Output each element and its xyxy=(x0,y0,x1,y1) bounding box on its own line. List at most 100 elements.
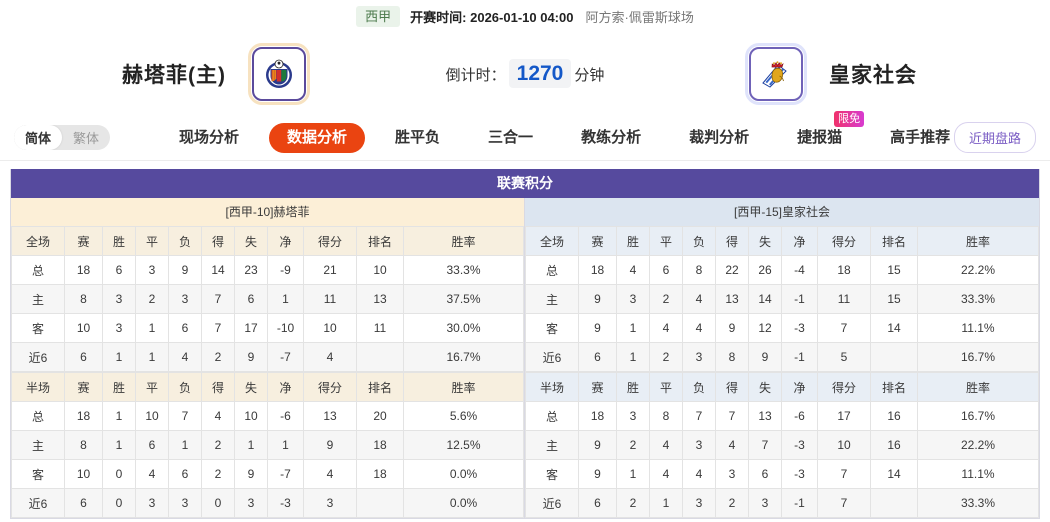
cell-goal-diff: -10 xyxy=(267,313,304,343)
cell-rank: 11 xyxy=(356,313,404,343)
cell-draw: 3 xyxy=(135,255,169,285)
cell-lost: 6 xyxy=(168,459,202,489)
cell-won: 2 xyxy=(616,430,650,460)
cell-goals-for: 2 xyxy=(201,342,235,372)
cell-win-rate: 22.2% xyxy=(917,255,1039,285)
cell-goals-for: 2 xyxy=(201,430,235,460)
cell-lost: 1 xyxy=(168,430,202,460)
cell-win-rate: 16.7% xyxy=(917,401,1039,431)
cell-played: 9 xyxy=(578,430,617,460)
table-row: 近6 6 1 2 3 8 9 -1 5 16.7% xyxy=(525,342,1039,372)
language-toggle[interactable]: 简体 繁体 xyxy=(14,125,111,150)
countdown-prefix: 倒计时： xyxy=(445,66,506,84)
cell-played: 18 xyxy=(64,255,103,285)
cell-lost: 8 xyxy=(682,255,716,285)
col-points: 得分 xyxy=(817,226,871,256)
cell-won: 3 xyxy=(616,401,650,431)
cell-lost: 4 xyxy=(682,459,716,489)
tab-live-analysis[interactable]: 现场分析 xyxy=(179,128,240,146)
col-scope: 全场 xyxy=(11,226,65,256)
row-scope-label: 总 xyxy=(11,401,65,431)
tab-jiebao-cat[interactable]: 捷报猫 限免 xyxy=(773,110,866,153)
league-tag: 西甲 xyxy=(356,5,401,27)
col-won: 胜 xyxy=(616,372,650,402)
lang-traditional-option[interactable]: 繁体 xyxy=(73,131,100,146)
cell-won: 6 xyxy=(102,255,136,285)
cell-lost: 3 xyxy=(682,488,716,518)
cell-played: 18 xyxy=(64,401,103,431)
cell-goal-diff: -3 xyxy=(781,313,818,343)
col-goals-for: 得 xyxy=(201,372,235,402)
cell-win-rate: 16.7% xyxy=(403,342,524,372)
cell-win-rate: 11.1% xyxy=(917,313,1039,343)
panel-title: 联赛积分 xyxy=(11,169,1039,198)
table-row: 总 18 3 8 7 7 13 -6 17 16 16.7% xyxy=(525,401,1039,431)
tab-three-in-one[interactable]: 三合一 xyxy=(488,128,534,146)
cell-goals-against: 6 xyxy=(234,284,268,314)
cell-goal-diff: -4 xyxy=(781,255,818,285)
table-row: 主 9 2 4 3 4 7 -3 10 16 22.2% xyxy=(525,430,1039,460)
col-points: 得分 xyxy=(303,372,357,402)
cell-draw: 4 xyxy=(649,313,683,343)
cell-goal-diff: -1 xyxy=(781,342,818,372)
cell-goals-for: 8 xyxy=(715,342,749,372)
cell-points: 11 xyxy=(303,284,357,314)
recent-odds-button[interactable]: 近期盘路 xyxy=(953,122,1036,153)
col-draw: 平 xyxy=(135,226,169,256)
cell-points: 5 xyxy=(817,342,871,372)
away-fulltime-stats-table: 全场 赛 胜 平 负 得 失 净 得分 排名 胜率 总 xyxy=(525,226,1039,372)
cell-win-rate: 5.6% xyxy=(403,401,524,431)
col-points: 得分 xyxy=(817,372,871,402)
cell-played: 8 xyxy=(64,284,103,314)
cell-draw: 10 xyxy=(135,401,169,431)
cell-goals-against: 12 xyxy=(748,313,782,343)
tab-referee-analysis[interactable]: 裁判分析 xyxy=(689,128,750,146)
cell-win-rate: 11.1% xyxy=(917,459,1039,489)
tab-data-analysis[interactable]: 数据分析 xyxy=(269,122,366,153)
cell-goals-against: 9 xyxy=(748,342,782,372)
tab-coach-analysis[interactable]: 教练分析 xyxy=(581,128,642,146)
col-won: 胜 xyxy=(102,226,136,256)
cell-goals-against: 26 xyxy=(748,255,782,285)
away-team-block[interactable]: 皇家社会 xyxy=(745,42,917,105)
cell-goal-diff: 1 xyxy=(267,284,304,314)
cell-goal-diff: -7 xyxy=(267,459,304,489)
col-goals-against: 失 xyxy=(234,372,268,402)
cell-draw: 4 xyxy=(649,459,683,489)
col-played: 赛 xyxy=(64,226,103,256)
cell-win-rate: 33.3% xyxy=(917,284,1039,314)
col-played: 赛 xyxy=(64,372,103,402)
cell-points: 17 xyxy=(817,401,871,431)
cell-lost: 3 xyxy=(168,284,202,314)
row-scope-label: 客 xyxy=(525,313,579,343)
cell-points: 21 xyxy=(303,255,357,285)
cell-played: 6 xyxy=(64,488,103,518)
tab-win-draw-lose[interactable]: 胜平负 xyxy=(395,128,441,146)
table-row: 近6 6 1 1 4 2 9 -7 4 16.7% xyxy=(11,342,524,372)
cell-win-rate: 12.5% xyxy=(403,430,524,460)
cell-draw: 1 xyxy=(135,342,169,372)
cell-win-rate: 0.0% xyxy=(403,488,524,518)
cell-goals-against: 9 xyxy=(234,459,268,489)
cell-win-rate: 0.0% xyxy=(403,459,524,489)
lang-simplified-option[interactable]: 简体 xyxy=(14,125,63,150)
cell-draw: 4 xyxy=(649,430,683,460)
cell-rank xyxy=(870,488,918,518)
col-lost: 负 xyxy=(168,226,202,256)
panel-body: [西甲-10]赫塔菲 全场 赛 胜 平 负 得 失 净 得分 排名 xyxy=(11,198,1039,518)
col-goal-diff: 净 xyxy=(781,372,818,402)
home-team-block[interactable]: 赫塔菲(主) xyxy=(122,42,310,105)
cell-rank xyxy=(356,488,404,518)
row-scope-label: 主 xyxy=(11,284,65,314)
tab-expert-picks[interactable]: 高手推荐 xyxy=(890,128,951,146)
col-rank: 排名 xyxy=(870,226,918,256)
cell-rank: 16 xyxy=(870,401,918,431)
cell-rank: 10 xyxy=(356,255,404,285)
table-header-row: 全场 赛 胜 平 负 得 失 净 得分 排名 胜率 xyxy=(11,226,524,256)
cell-won: 1 xyxy=(102,401,136,431)
cell-played: 9 xyxy=(578,313,617,343)
row-scope-label: 近6 xyxy=(525,488,579,518)
away-team-standings-heading: [西甲-15]皇家社会 xyxy=(525,198,1039,226)
cell-points: 13 xyxy=(303,401,357,431)
col-rank: 排名 xyxy=(356,226,404,256)
